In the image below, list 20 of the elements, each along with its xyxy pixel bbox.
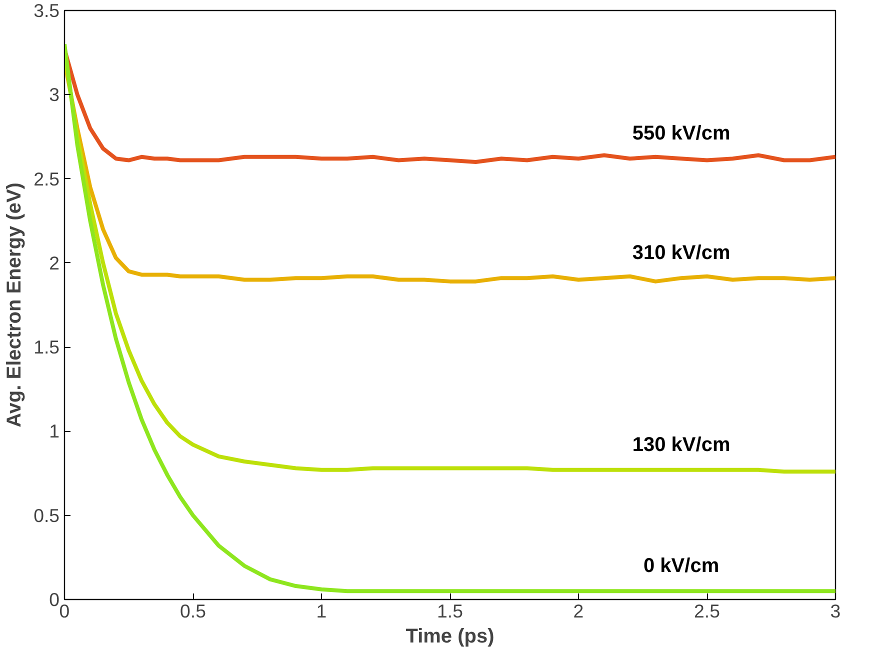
series-label: 550 kV/cm: [632, 122, 730, 145]
x-tick-label: 1: [316, 600, 327, 622]
series-label: 130 kV/cm: [632, 434, 730, 456]
x-tick-label: 2: [573, 600, 584, 622]
line-series: [64, 42, 836, 594]
series-label: 0 kV/cm: [643, 555, 720, 578]
y-tick-label: 2.5: [34, 168, 60, 190]
series-label: 310 kV/cm: [632, 242, 730, 264]
x-tick-label: 0.5: [180, 600, 206, 622]
x-tick-label: 2.5: [694, 600, 720, 622]
y-axis-title: Avg. Electron Energy (eV): [4, 182, 26, 428]
x-axis-title: Time (ps): [406, 626, 494, 648]
y-tick-label: 3: [49, 84, 60, 106]
x-tick-label: 1.5: [437, 600, 463, 622]
y-tick-label: 2: [49, 252, 60, 274]
y-tick-label: 0.5: [34, 504, 60, 526]
y-tick-label: 1: [49, 420, 60, 442]
y-tick-label: 1.5: [34, 336, 60, 358]
x-tick-label: 3: [830, 600, 841, 622]
y-tick-label: 3.5: [34, 0, 60, 21]
